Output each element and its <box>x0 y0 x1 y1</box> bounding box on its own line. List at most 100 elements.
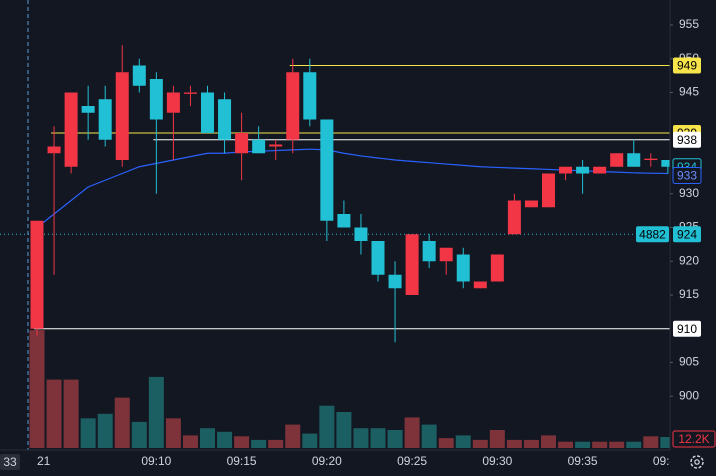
volume-bar <box>285 424 301 448</box>
volume-bar <box>97 413 113 448</box>
candle-body <box>524 200 538 208</box>
gear-outer <box>690 455 704 469</box>
price-line-tag: 910 <box>677 322 697 336</box>
candle-body <box>507 200 521 235</box>
candle-body <box>473 281 487 289</box>
candle-body <box>439 247 453 262</box>
candle-body <box>47 146 61 154</box>
price-line-tag-bg <box>673 57 701 74</box>
volume-bar <box>268 439 284 448</box>
candle-body <box>98 99 112 140</box>
volume-bar <box>541 435 556 448</box>
candle-body <box>183 92 197 94</box>
volume-bar <box>217 431 233 448</box>
volume-bar <box>421 424 437 448</box>
volume-bar <box>609 441 625 448</box>
candle-body <box>303 72 317 120</box>
y-tick-label: 930 <box>679 186 699 200</box>
x-tick-label: 09:30 <box>482 454 512 468</box>
candle-body <box>388 274 402 289</box>
volume-bar <box>489 430 505 448</box>
candle-body <box>644 158 658 160</box>
candle-body <box>235 133 249 154</box>
candle-body <box>371 241 385 275</box>
y-tick-label: 915 <box>679 287 699 301</box>
x-tick-label: 09:35 <box>568 454 598 468</box>
crosshair-time-tag-bg <box>0 454 20 470</box>
candle-body <box>320 119 334 221</box>
volume-bar <box>234 436 250 448</box>
price-line-tag: 938 <box>677 133 697 147</box>
volume-bar <box>80 418 96 448</box>
x-tick-label: 09:20 <box>312 454 342 468</box>
candle-body <box>490 254 504 282</box>
candle-body <box>30 220 44 329</box>
price-line-tag-bg <box>673 320 701 337</box>
settings-button[interactable] <box>690 455 704 469</box>
candle-body <box>218 99 232 140</box>
candle-body <box>286 72 300 140</box>
x-tick-label: 09:15 <box>227 454 257 468</box>
candle-body <box>149 79 163 120</box>
y-tick-label: 920 <box>679 253 699 267</box>
candle-body <box>166 92 180 113</box>
candle-body <box>115 72 129 160</box>
candle-body <box>354 227 368 241</box>
crosshair-price-tag-bg <box>673 226 701 243</box>
y-tick-label: 905 <box>679 355 699 369</box>
volume-bar <box>575 441 591 448</box>
volume-bar <box>404 417 420 448</box>
candle-body <box>337 214 351 228</box>
volume-bar <box>63 379 79 448</box>
volume-bar <box>523 439 539 448</box>
crosshair-label: 4882 <box>639 227 666 241</box>
volume-bar <box>472 439 488 448</box>
candle-body <box>252 139 266 154</box>
y-tick-label: 945 <box>679 85 699 99</box>
candle-body <box>405 234 419 295</box>
candle-body <box>542 173 555 208</box>
volume-bar <box>438 438 454 448</box>
ma-tag: 933 <box>677 169 697 183</box>
x-tick-label: 09:10 <box>141 454 171 468</box>
volume-bar <box>302 433 318 448</box>
volume-tag-bg <box>672 430 716 448</box>
candle-body <box>422 241 436 262</box>
price-line-tag: 949 <box>677 59 697 73</box>
volume-bar <box>387 430 403 448</box>
ma-tag-bg <box>672 167 702 184</box>
candle-body <box>593 166 607 174</box>
candle-body <box>269 144 283 147</box>
volume-bar <box>29 330 45 448</box>
candle-body <box>456 254 470 282</box>
volume-bar <box>336 412 352 448</box>
volume-bar <box>370 428 386 448</box>
candle-body <box>64 92 78 167</box>
volume-bar <box>643 436 659 448</box>
x-tick-label: 21 <box>37 454 51 468</box>
candle-body <box>201 92 214 133</box>
y-tick-label: 900 <box>679 388 699 402</box>
volume-bar <box>200 428 215 448</box>
price-line-tag-bg <box>673 131 701 148</box>
volume-bar <box>626 441 642 448</box>
volume-bar <box>506 439 522 448</box>
volume-bar <box>131 421 147 448</box>
volume-bar <box>353 428 369 448</box>
candle-body <box>610 153 624 167</box>
volume-bar <box>114 397 130 448</box>
candle-body <box>576 166 590 174</box>
volume-tag: 12.2K <box>678 432 709 446</box>
candle-body <box>81 106 95 113</box>
volume-bar <box>148 376 164 448</box>
volume-bar <box>182 435 198 448</box>
volume-bar <box>558 441 574 448</box>
x-tick-label: 09:25 <box>397 454 427 468</box>
candle-body <box>132 65 146 86</box>
candle-body <box>661 160 675 167</box>
candle-body <box>627 153 641 167</box>
volume-bar <box>165 418 181 448</box>
volume-bar <box>251 439 267 448</box>
volume-bar <box>319 405 335 448</box>
volume-bar <box>660 437 676 448</box>
